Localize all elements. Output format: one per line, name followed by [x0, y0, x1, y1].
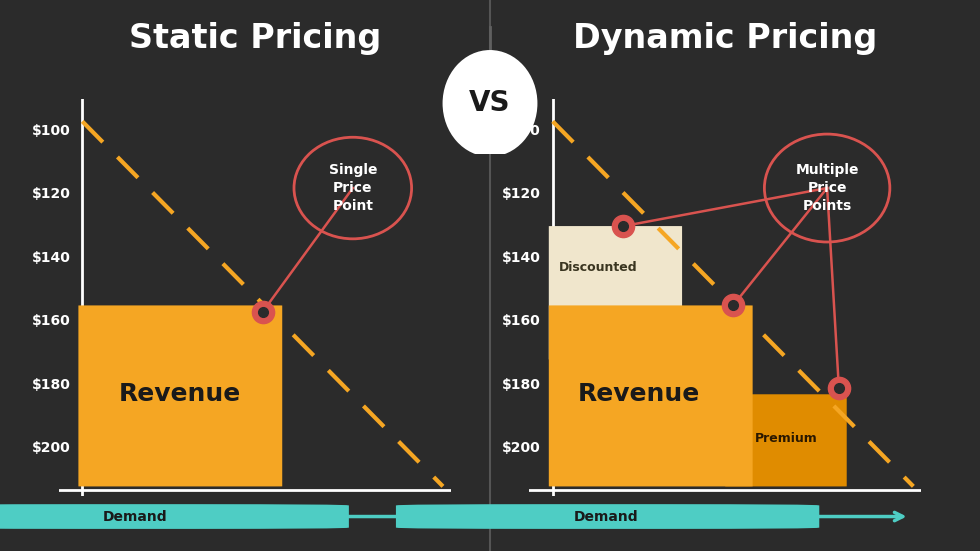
- Circle shape: [443, 50, 537, 156]
- FancyBboxPatch shape: [78, 305, 282, 487]
- Text: $120: $120: [31, 187, 71, 202]
- Text: Demand: Demand: [573, 510, 638, 523]
- Text: $180: $180: [31, 378, 71, 392]
- Text: Single
Price
Point: Single Price Point: [328, 163, 377, 213]
- Text: $160: $160: [502, 314, 541, 328]
- Text: Multiple
Price
Points: Multiple Price Points: [796, 163, 858, 213]
- FancyBboxPatch shape: [549, 226, 682, 359]
- Text: $140: $140: [502, 251, 541, 265]
- FancyBboxPatch shape: [0, 504, 349, 529]
- Text: $140: $140: [31, 251, 71, 265]
- FancyBboxPatch shape: [549, 305, 753, 487]
- Text: $200: $200: [31, 441, 71, 455]
- Text: Demand: Demand: [103, 510, 168, 523]
- Text: Static Pricing: Static Pricing: [128, 22, 381, 55]
- FancyBboxPatch shape: [396, 504, 819, 529]
- Text: $120: $120: [502, 187, 541, 202]
- Text: $160: $160: [31, 314, 71, 328]
- Text: $180: $180: [502, 378, 541, 392]
- Text: Revenue: Revenue: [120, 382, 241, 406]
- Text: Discounted: Discounted: [559, 261, 637, 274]
- Text: Revenue: Revenue: [578, 382, 700, 406]
- Text: VS: VS: [469, 89, 511, 117]
- Text: Dynamic Pricing: Dynamic Pricing: [573, 22, 877, 55]
- Text: $100: $100: [31, 124, 71, 138]
- FancyBboxPatch shape: [725, 395, 847, 487]
- Text: $100: $100: [502, 124, 541, 138]
- Text: $200: $200: [502, 441, 541, 455]
- Text: Premium: Premium: [755, 433, 817, 445]
